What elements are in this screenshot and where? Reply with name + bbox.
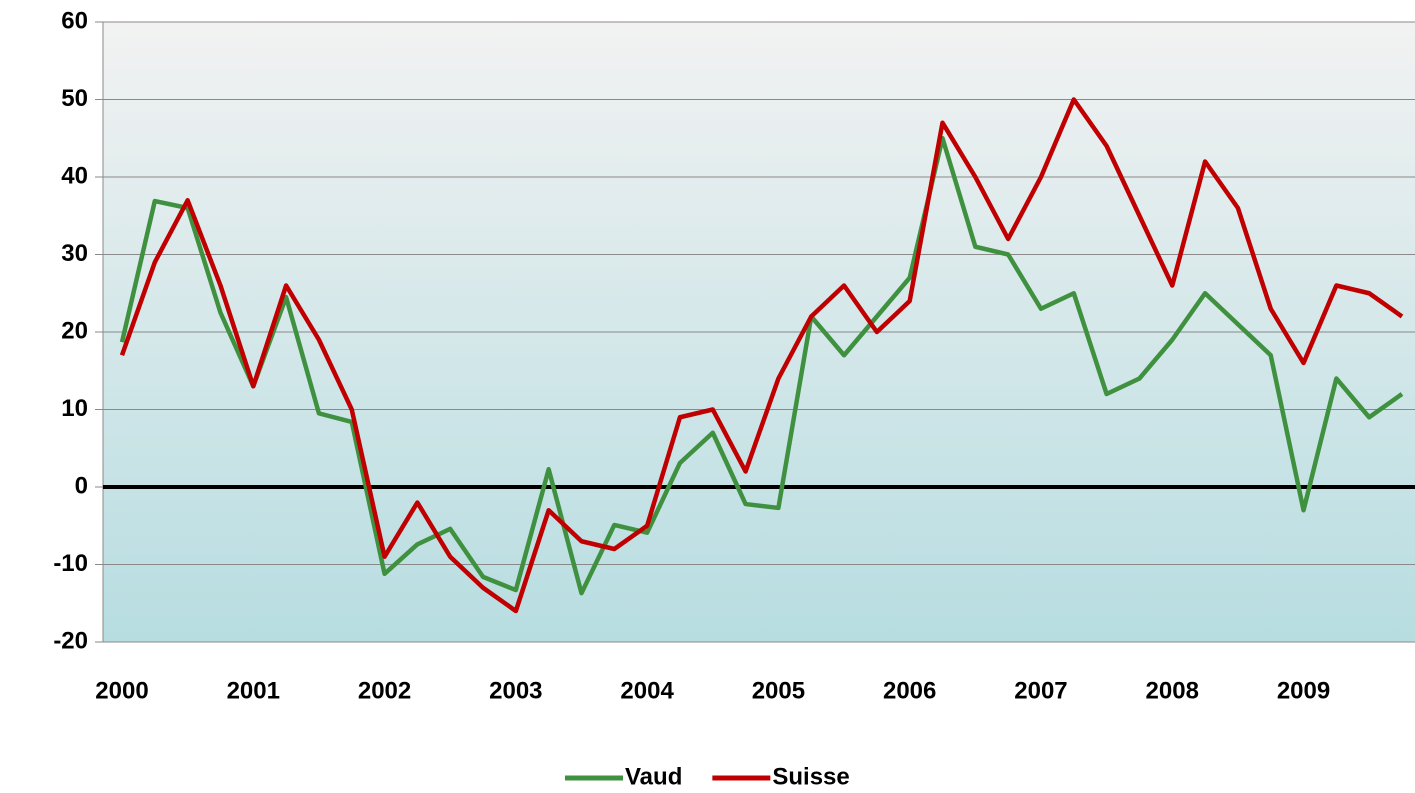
x-tick-label: 2005 [752,677,805,704]
y-tick-label: 30 [61,240,88,267]
x-tick-label: 2003 [489,677,542,704]
y-tick-label: 0 [75,472,88,499]
y-tick-label: 10 [61,395,88,422]
y-tick-label: 50 [61,85,88,112]
series-line [119,97,1404,614]
series-line [119,136,1404,596]
y-tick-label: 40 [61,162,88,189]
x-tick-label: 2006 [883,677,936,704]
x-tick-label: 2000 [95,677,148,704]
y-tick-label: 20 [61,317,88,344]
grid [95,21,1415,643]
legend-label: Vaud [625,763,682,790]
x-tick-label: 2002 [358,677,411,704]
x-tick-label: 2009 [1277,677,1330,704]
x-tick-label: 2007 [1014,677,1067,704]
y-tick-label: -10 [53,550,88,577]
x-tick-label: 2004 [620,677,674,704]
y-tick-label: 60 [61,7,88,34]
x-tick-label: 2008 [1146,677,1199,704]
legend-label: Suisse [772,763,849,790]
x-tick-label: 2001 [227,677,280,704]
y-tick-label: -20 [53,627,88,654]
marks [119,97,1404,614]
